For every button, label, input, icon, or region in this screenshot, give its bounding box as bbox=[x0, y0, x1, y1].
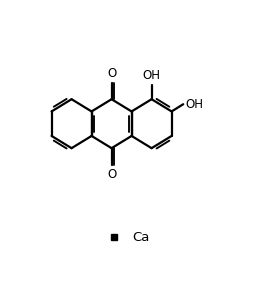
Text: OH: OH bbox=[185, 98, 203, 111]
Text: O: O bbox=[107, 67, 116, 80]
Text: Ca: Ca bbox=[133, 231, 150, 244]
Text: OH: OH bbox=[143, 69, 161, 82]
Text: O: O bbox=[107, 168, 116, 181]
